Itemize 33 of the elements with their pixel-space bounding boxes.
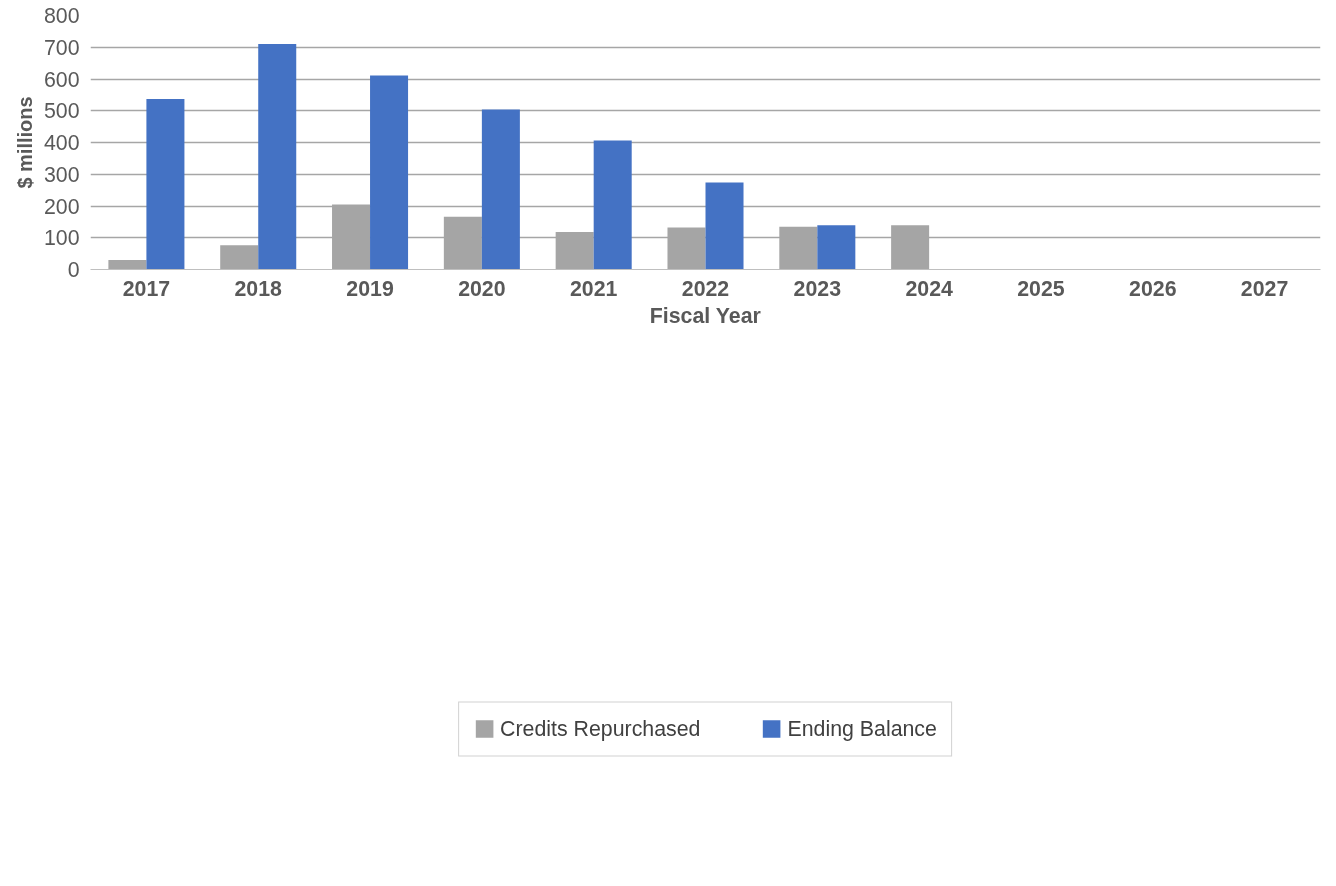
legend-label: Ending Balance [787, 716, 937, 742]
x-tick-label: 2022 [681, 276, 730, 301]
bar [146, 99, 185, 270]
y-tick-label: 600 [43, 67, 80, 92]
y-tick-label: 700 [43, 35, 80, 60]
x-tick-label: 2026 [1129, 276, 1177, 301]
y-tick-label: 300 [43, 162, 80, 187]
y-tick-label: 200 [43, 194, 80, 219]
y-tick-label: 100 [43, 226, 80, 251]
x-tick-label: 2018 [234, 276, 283, 301]
x-axis-title: Fiscal Year [649, 303, 761, 328]
y-tick-label: 0 [67, 258, 80, 282]
bar [817, 225, 856, 270]
bar [481, 109, 520, 270]
bar [593, 140, 632, 270]
y-tick-label: 500 [43, 99, 80, 124]
bar [258, 44, 297, 270]
bar [220, 245, 259, 270]
x-tick-label: 2024 [905, 276, 953, 301]
y-tick-label: 400 [43, 131, 80, 155]
bar [108, 259, 147, 270]
bar [705, 182, 744, 270]
bar [370, 75, 409, 270]
x-tick-label: 2017 [122, 276, 171, 301]
x-tick-label: 2025 [1017, 276, 1065, 301]
y-axis-title: $ millions [13, 96, 36, 189]
x-tick-label: 2020 [458, 276, 506, 301]
legend-label: Credits Repurchased [500, 716, 701, 742]
x-tick-label: 2027 [1240, 276, 1289, 301]
y-tick-label: 800 [43, 4, 80, 28]
x-tick-label: 2021 [569, 276, 618, 301]
x-tick-label: 2023 [793, 276, 842, 301]
x-tick-label: 2019 [346, 276, 394, 301]
